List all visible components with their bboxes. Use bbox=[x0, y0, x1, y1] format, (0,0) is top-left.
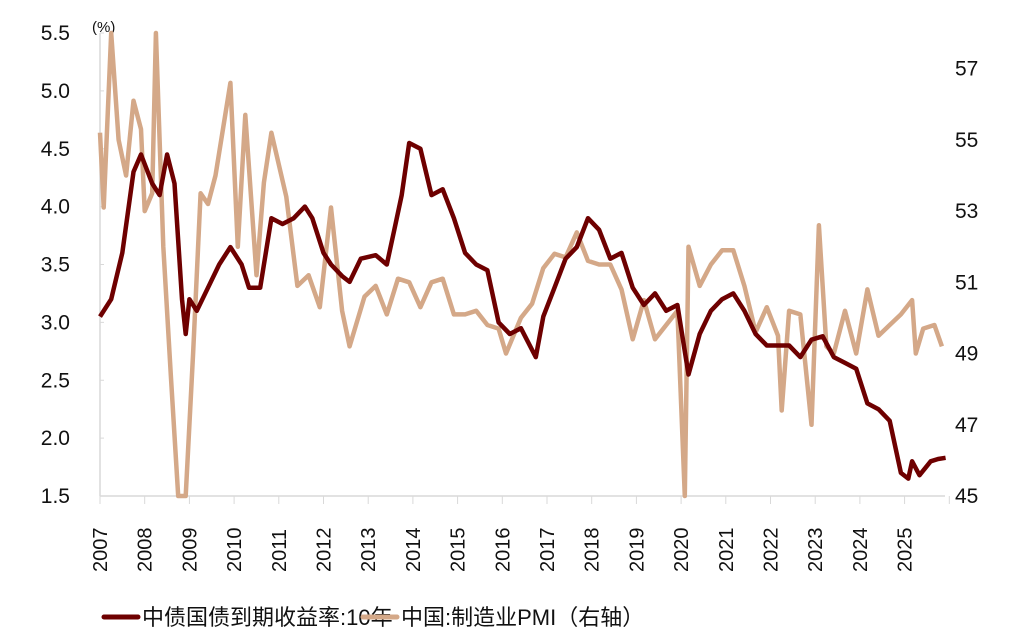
x-tick-label: 2015 bbox=[448, 528, 470, 573]
legend-label-yield: 中债国债到期收益率:10年 bbox=[142, 605, 393, 630]
right-tick-label: 55 bbox=[955, 129, 978, 152]
left-tick-label: 5.5 bbox=[41, 22, 70, 45]
left-tick-label: 4.5 bbox=[41, 138, 70, 161]
left-tick-label: 1.5 bbox=[41, 485, 70, 508]
axes: 5.5 5.0 4.5 4.0 3.5 3.0 2.5 2.0 1.5 57 55 53 51 49 47 4… bbox=[41, 22, 979, 572]
pmi-series-line bbox=[97, 30, 945, 499]
left-tick-label: 4.0 bbox=[41, 196, 70, 219]
x-tick-label: 2017 bbox=[537, 528, 559, 573]
x-tick-label: 2011 bbox=[269, 529, 291, 572]
x-tick-label: 2013 bbox=[358, 528, 380, 573]
left-tick-label: 3.5 bbox=[41, 254, 70, 277]
left-tick-label: 2.0 bbox=[41, 427, 70, 450]
x-tick-label: 2018 bbox=[582, 528, 604, 573]
yield-series-line bbox=[98, 140, 946, 481]
x-tick-label: 2020 bbox=[671, 528, 693, 573]
right-tick-label: 45 bbox=[955, 485, 978, 508]
x-tick-label: 2019 bbox=[626, 528, 648, 573]
right-tick-label: 57 bbox=[955, 58, 978, 81]
x-tick-label: 2024 bbox=[850, 528, 872, 573]
x-tick-label: 2025 bbox=[895, 528, 917, 573]
right-tick-label: 47 bbox=[955, 414, 978, 437]
x-tick-label: 2008 bbox=[135, 528, 157, 573]
x-tick-label: 2009 bbox=[179, 528, 201, 573]
left-tick-label: 5.0 bbox=[41, 80, 70, 103]
x-tick-label: 2014 bbox=[403, 528, 425, 573]
left-tick-label: 2.5 bbox=[41, 369, 70, 392]
x-tick-label: 2016 bbox=[492, 528, 514, 573]
series-group bbox=[97, 30, 946, 499]
legend: 中债国债到期收益率:10年 中国:制造业PMI（右轴） bbox=[101, 605, 644, 630]
x-tick-label: 2012 bbox=[314, 528, 336, 573]
x-tick-label: 2021 bbox=[716, 528, 738, 573]
x-tick-label: 2007 bbox=[90, 528, 112, 573]
left-tick-label: 3.0 bbox=[41, 311, 70, 334]
right-tick-label: 51 bbox=[955, 271, 978, 294]
x-tick-label: 2022 bbox=[761, 528, 783, 573]
x-tick-label: 2010 bbox=[224, 528, 246, 573]
legend-label-pmi: 中国:制造业PMI（右轴） bbox=[401, 605, 644, 630]
right-tick-label: 53 bbox=[955, 200, 978, 223]
right-tick-label: 49 bbox=[955, 343, 978, 366]
x-tick-label: 2023 bbox=[805, 528, 827, 573]
